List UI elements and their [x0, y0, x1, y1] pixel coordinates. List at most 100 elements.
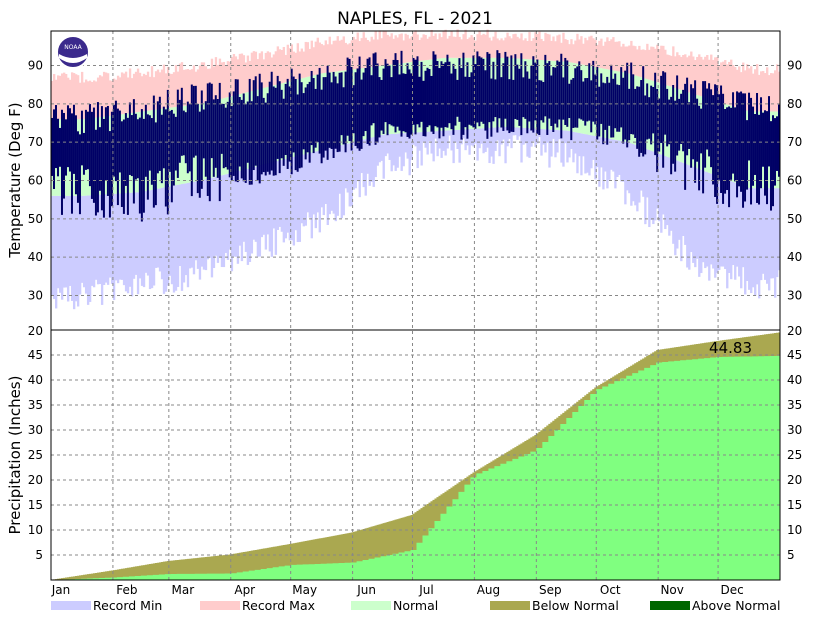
record-max-bar — [254, 51, 258, 91]
record-max-bar — [286, 44, 290, 82]
record-min-bar — [570, 131, 573, 149]
record-max-bar — [94, 81, 98, 118]
temperature-tick-left: 50 — [28, 212, 43, 226]
record-min-bar — [476, 128, 479, 161]
record-max-bar — [234, 56, 238, 96]
record-max-bar — [466, 39, 469, 58]
record-max-bar — [432, 35, 435, 60]
record-max-bar — [76, 75, 80, 120]
record-min-bar — [516, 127, 519, 140]
record-max-bar — [690, 51, 693, 93]
record-max-bar — [388, 36, 391, 65]
record-min-bar — [470, 128, 473, 146]
observed-bar — [596, 66, 599, 140]
record-max-bar — [460, 39, 463, 58]
record-min-bar — [744, 186, 747, 295]
record-min-bar — [140, 192, 144, 286]
observed-bar — [388, 65, 391, 125]
record-max-bar — [730, 59, 733, 106]
observed-bar — [562, 77, 565, 120]
record-max-bar — [310, 40, 313, 76]
record-min-bar — [774, 188, 777, 298]
record-max-bar — [758, 74, 761, 112]
observed-bar — [186, 101, 190, 174]
observed-bar — [300, 82, 304, 168]
observed-bar — [558, 61, 561, 120]
record-min-bar — [446, 130, 449, 149]
record-min-bar — [396, 133, 399, 168]
observed-bar — [162, 106, 166, 169]
observed-bar — [756, 93, 759, 203]
observed-bar — [770, 121, 773, 211]
record-max-bar — [640, 49, 643, 78]
observed-bar — [94, 129, 98, 216]
observed-bar — [378, 77, 381, 138]
record-max-bar — [512, 34, 515, 59]
observed-bar — [154, 122, 158, 206]
observed-bar — [158, 96, 162, 171]
observed-bar — [130, 115, 134, 177]
record-min-bar — [286, 158, 290, 233]
record-max-bar — [572, 44, 575, 63]
temperature-tick-right: 60 — [787, 174, 802, 188]
record-min-bar — [326, 148, 329, 225]
record-max-bar — [382, 31, 385, 66]
record-max-bar — [346, 44, 349, 71]
observed-bar — [736, 91, 739, 198]
record-max-bar — [618, 41, 621, 72]
record-min-bar — [722, 178, 725, 267]
record-max-bar — [724, 60, 727, 104]
observed-bar — [478, 56, 481, 127]
record-max-bar — [146, 71, 150, 111]
observed-bar — [448, 61, 451, 124]
record-min-bar — [676, 160, 679, 249]
record-min-bar — [590, 135, 593, 169]
record-max-bar — [242, 55, 246, 94]
observed-bar — [594, 74, 597, 125]
observed-bar — [282, 98, 286, 166]
record-min-bar — [532, 128, 535, 142]
observed-bar — [272, 86, 276, 176]
record-max-bar — [366, 39, 369, 68]
record-max-bar — [562, 32, 565, 62]
record-min-bar — [276, 161, 280, 230]
record-max-bar — [112, 78, 116, 116]
observed-bar — [64, 119, 68, 176]
observed-bar — [598, 86, 601, 137]
record-max-bar — [226, 61, 230, 98]
record-max-bar — [458, 36, 461, 58]
observed-bar — [330, 82, 333, 149]
record-min-bar — [216, 176, 220, 263]
record-min-bar — [720, 177, 723, 267]
record-max-bar — [198, 65, 202, 104]
observed-bar — [184, 112, 188, 164]
record-min-bar — [72, 195, 76, 310]
record-max-bar — [712, 59, 715, 100]
record-min-bar — [472, 128, 475, 147]
temperature-tick-right: 90 — [787, 59, 802, 73]
record-min-bar — [584, 134, 587, 174]
observed-bar — [214, 95, 218, 168]
record-min-bar — [346, 143, 349, 193]
record-max-bar — [596, 44, 599, 68]
record-max-bar — [472, 37, 475, 58]
observed-bar — [428, 69, 431, 126]
record-min-bar — [750, 188, 753, 294]
record-max-bar — [250, 52, 254, 92]
record-max-bar — [644, 50, 647, 79]
observed-bar — [614, 73, 617, 129]
observed-bar — [140, 109, 144, 222]
record-max-bar — [402, 40, 405, 63]
record-max-bar — [710, 54, 713, 100]
record-max-bar — [74, 74, 78, 120]
record-max-bar — [256, 59, 260, 90]
observed-bar — [328, 72, 331, 148]
month-tick-label: Jul — [418, 583, 433, 597]
record-max-bar — [442, 31, 445, 58]
month-tick-label: Nov — [660, 583, 683, 597]
record-max-bar — [168, 73, 172, 108]
record-min-bar — [568, 131, 571, 158]
observed-bar — [276, 75, 280, 159]
observed-bar — [476, 51, 479, 123]
